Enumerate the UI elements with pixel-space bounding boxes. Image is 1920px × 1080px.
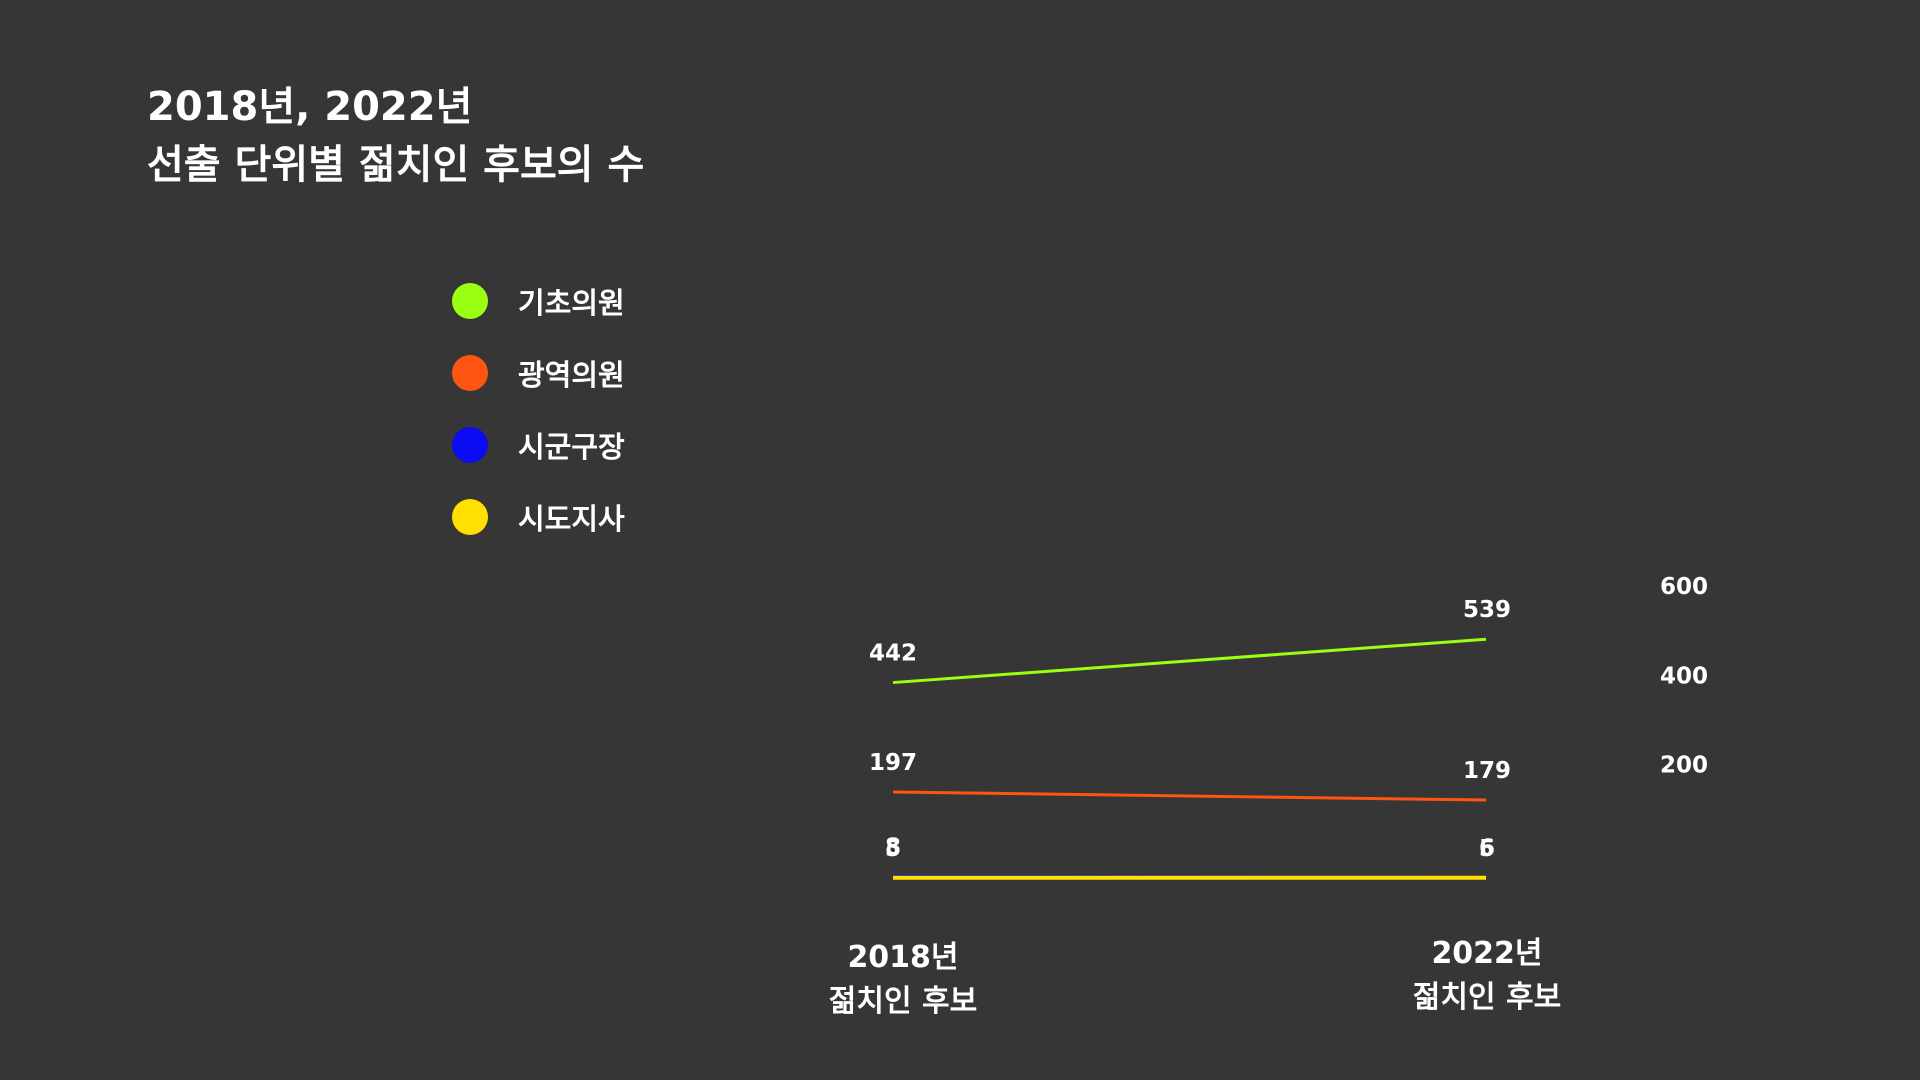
data-label-basic-council-2018: 442 [869, 641, 917, 667]
y-tick-label-600: 600 [1660, 574, 1708, 600]
series-line-metro-council [892, 790, 1487, 802]
data-label-district-head-2018: 8 [885, 834, 901, 860]
x-label-2018-line-2: 젊치인 후보 [828, 984, 978, 1019]
legend-dot-metro-council [452, 355, 488, 391]
x-label-2018: 2018년 젊치인 후보 [793, 936, 1013, 1024]
legend-dot-district-head [452, 427, 488, 463]
x-label-2022-line-2: 젊치인 후보 [1412, 980, 1562, 1015]
title-line-2: 선출 단위별 젊치인 후보의 수 [147, 142, 645, 188]
y-tick-label-400: 400 [1660, 663, 1708, 689]
chart-title: 2018년, 2022년 선출 단위별 젊치인 후보의 수 [147, 78, 644, 194]
series-line-basic-council [892, 637, 1487, 685]
y-tick-label-200: 200 [1660, 753, 1708, 779]
legend-label-basic-council: 기초의원 [518, 286, 625, 320]
title-line-1: 2018년, 2022년 [147, 84, 473, 130]
legend-label-metro-council: 광역의원 [518, 358, 625, 392]
legend-label-governor: 시도지사 [518, 502, 625, 536]
data-label-basic-council-2022: 539 [1463, 597, 1511, 623]
data-label-metro-council-2022: 179 [1463, 758, 1511, 784]
x-label-2022-line-1: 2022년 [1431, 936, 1543, 971]
legend-dot-governor [452, 499, 488, 535]
x-label-2022: 2022년 젊치인 후보 [1377, 932, 1597, 1020]
x-label-2018-line-1: 2018년 [847, 940, 959, 975]
data-label-governor-2022: 5 [1479, 836, 1495, 862]
data-label-governor-2018: 5 [885, 836, 901, 862]
data-label-district-head-2022: 6 [1479, 835, 1495, 861]
legend-dot-basic-council [452, 283, 488, 319]
legend-label-district-head: 시군구장 [518, 430, 625, 464]
data-label-metro-council-2018: 197 [869, 750, 917, 776]
